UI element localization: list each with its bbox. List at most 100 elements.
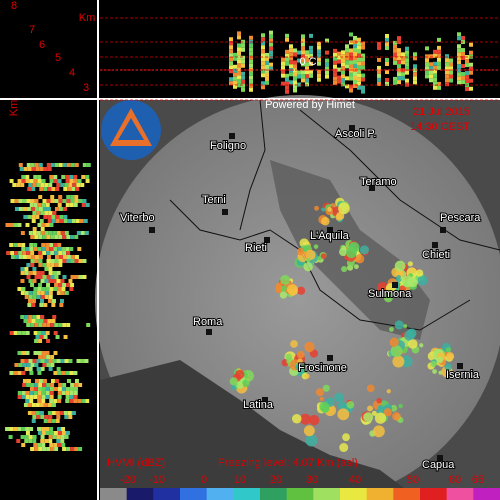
echo-cell	[59, 215, 64, 219]
echo-cell	[309, 73, 313, 78]
echo-cell	[40, 435, 45, 439]
echo-cell	[465, 87, 469, 92]
echo-cell	[29, 247, 34, 251]
map	[95, 95, 500, 500]
echo	[337, 401, 346, 410]
echo-cell	[261, 33, 265, 38]
echo-cell	[54, 255, 59, 259]
echo-cell	[53, 247, 58, 251]
echo-cell	[377, 65, 381, 70]
echo-cell	[42, 379, 47, 383]
echo-cell	[54, 447, 59, 451]
echo-cell	[261, 57, 265, 62]
city-label: Roma	[193, 316, 223, 328]
echo-cell	[39, 167, 44, 171]
echo-cell	[361, 73, 365, 78]
echo-cell	[25, 247, 30, 251]
echo-cell	[21, 351, 26, 355]
echo-cell	[29, 391, 34, 395]
echo-cell	[53, 431, 58, 435]
echo-cell	[49, 391, 54, 395]
echo-cell	[461, 72, 465, 77]
echo-cell	[53, 443, 58, 447]
echo-cell	[361, 89, 365, 94]
echo-cell	[17, 427, 22, 431]
city-marker	[437, 455, 443, 461]
echo-cell	[49, 287, 54, 291]
echo-cell	[397, 72, 401, 77]
echo-cell	[301, 78, 305, 83]
echo-cell	[36, 183, 41, 187]
echo-cell	[333, 80, 337, 85]
echo-cell	[357, 49, 361, 54]
echo-cell	[44, 279, 49, 283]
echo-cell	[38, 339, 43, 343]
echo	[304, 341, 315, 353]
echo-cell	[41, 427, 46, 431]
echo-cell	[437, 53, 441, 58]
echo-cell	[30, 163, 35, 167]
echo-cell	[349, 56, 353, 61]
echo-cell	[13, 371, 18, 375]
echo	[319, 401, 330, 412]
echo-cell	[61, 287, 66, 291]
echo-cell	[25, 431, 30, 435]
echo-cell	[393, 40, 397, 45]
city-marker	[457, 363, 463, 369]
echo-cell	[349, 76, 353, 81]
echo-cell	[31, 215, 36, 219]
echo-cell	[457, 76, 461, 81]
echo-cell	[18, 199, 23, 203]
echo-cell	[349, 48, 353, 53]
echo-cell	[42, 363, 47, 367]
echo-cell	[9, 371, 14, 375]
echo	[436, 356, 444, 364]
echo	[392, 355, 405, 368]
echo-cell	[21, 443, 26, 447]
echo	[317, 255, 322, 261]
echo-cell	[377, 81, 381, 86]
echo-cell	[62, 447, 67, 451]
height-label: 4	[69, 67, 75, 79]
echo-cell	[341, 66, 345, 71]
echo-cell	[30, 323, 35, 327]
echo-cell	[38, 447, 43, 451]
echo-cell	[47, 215, 52, 219]
echo-cell	[34, 339, 39, 343]
echo-cell	[77, 399, 82, 403]
echo-cell	[56, 271, 61, 275]
echo-cell	[73, 399, 78, 403]
echo-cell	[50, 199, 55, 203]
echo-cell	[49, 179, 54, 183]
echo-cell	[70, 199, 75, 203]
echo-cell	[445, 82, 449, 87]
echo-cell	[53, 287, 58, 291]
echo-cell	[345, 52, 349, 57]
echo-cell	[42, 323, 47, 327]
color-swatch	[393, 488, 421, 500]
echo-cell	[465, 79, 469, 84]
echo-cell	[19, 167, 24, 171]
echo-cell	[74, 447, 79, 451]
echo-cell	[457, 68, 461, 73]
echo-cell	[405, 50, 409, 55]
color-swatch	[233, 488, 261, 500]
echo-cell	[361, 85, 365, 90]
echo-cell	[64, 415, 69, 419]
city-label: Isernia	[446, 369, 480, 381]
echo-cell	[54, 251, 59, 255]
echo-cell	[65, 203, 70, 207]
echo-cell	[22, 383, 27, 387]
echo-cell	[63, 411, 68, 415]
echo-cell	[42, 235, 47, 239]
height-label: 8	[11, 0, 17, 12]
echo-cell	[237, 67, 241, 72]
border	[239, 99, 266, 231]
echo-cell	[305, 50, 309, 55]
echo-cell	[65, 247, 70, 251]
echo-cell	[449, 78, 453, 83]
echo-cell	[32, 415, 37, 419]
echo-cell	[341, 50, 345, 55]
echo-cell	[361, 45, 365, 50]
echo-cell	[18, 251, 23, 255]
